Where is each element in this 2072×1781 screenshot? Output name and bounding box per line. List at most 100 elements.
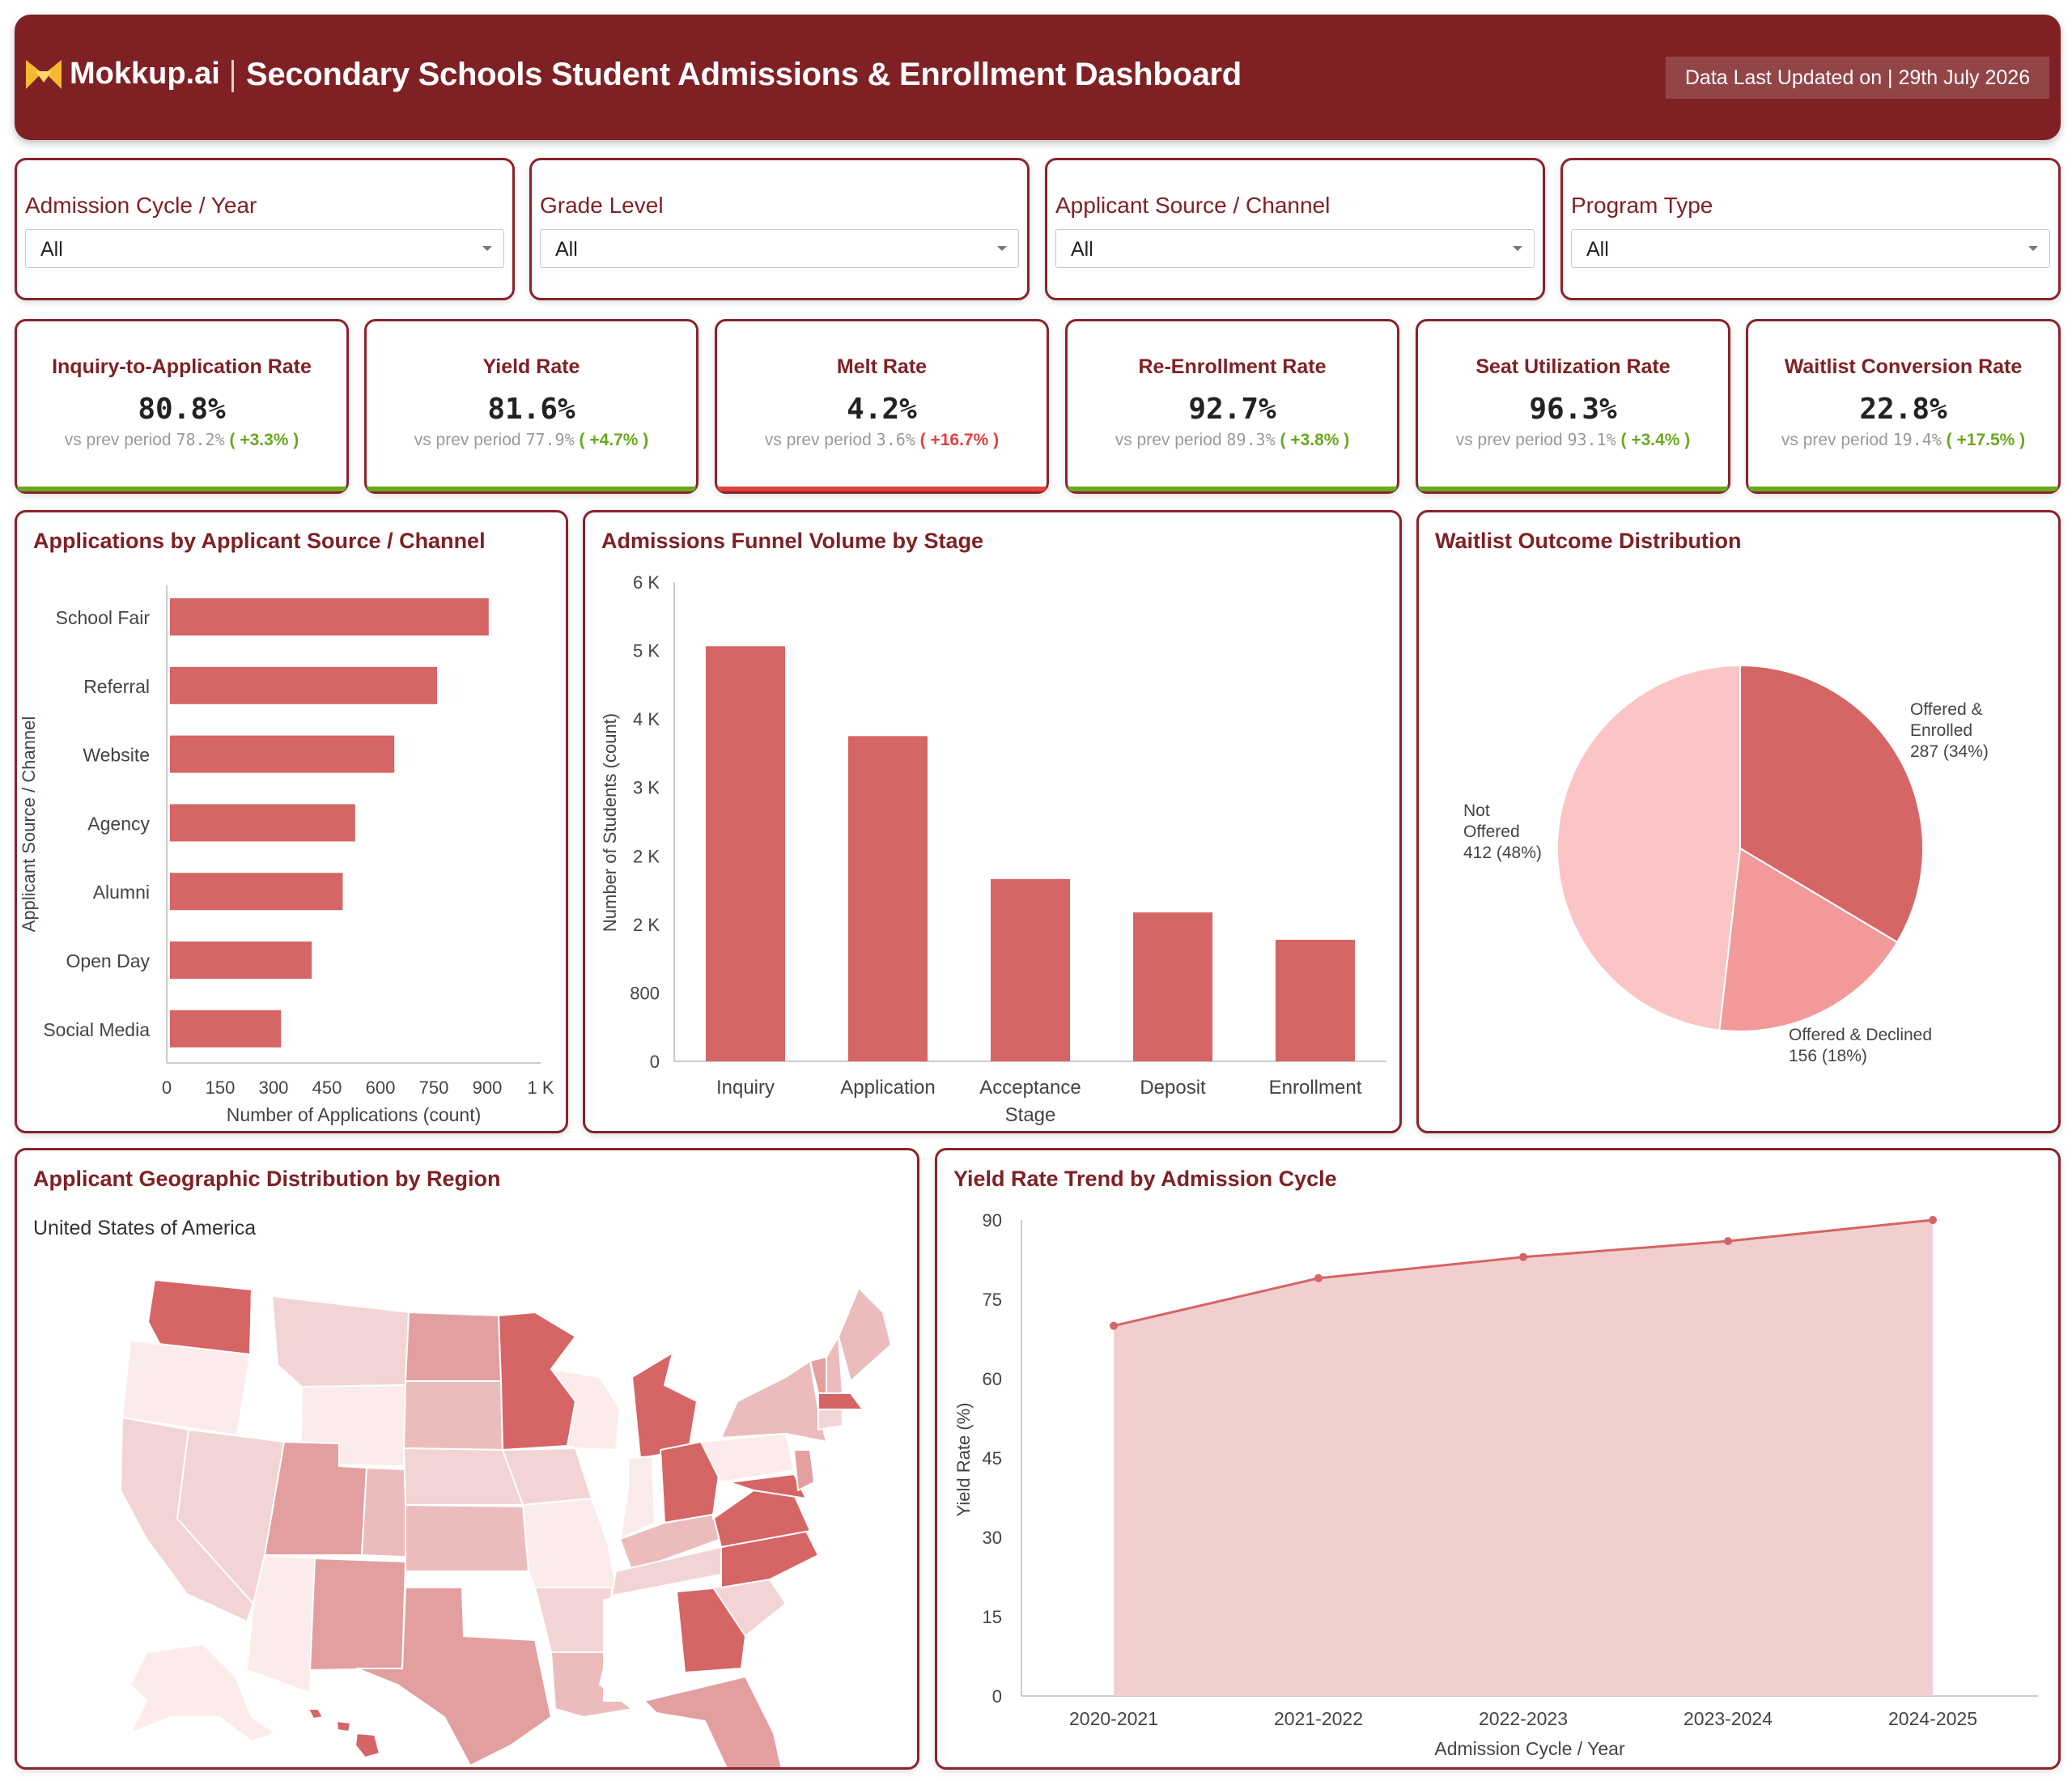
- pie-slice: [1718, 847, 1899, 1032]
- kpi-seat-utilization-rate: Seat Utilization Rate 96.3% vs prev peri…: [1416, 319, 1730, 494]
- x-tick-label: 2022-2023: [1479, 1708, 1568, 1729]
- chart-title: Applications by Applicant Source / Chann…: [33, 529, 486, 553]
- y-tick-label: 90: [983, 1210, 1002, 1231]
- data-point: [1519, 1252, 1527, 1261]
- state-massachusetts: [817, 1392, 864, 1410]
- kpi-value: 80.8%: [138, 393, 226, 426]
- kpi-comparison: vs prev period 3.6% ( +16.7% ): [717, 430, 1047, 450]
- source-bar-chart: School Fair Referral Website Agency Alumni Op…: [19, 585, 554, 1125]
- yield-chart-card: Yield Rate Trend by Admission Cycle 0 15 3…: [935, 1148, 2061, 1770]
- slice-label: Offered &: [1910, 700, 1983, 719]
- kpi-comparison: vs prev period 78.2% ( +3.3% ): [17, 430, 346, 450]
- y-axis-title: Applicant Source / Channel: [19, 716, 39, 933]
- state-arkansas: [534, 1587, 613, 1653]
- state-texas: [356, 1587, 552, 1766]
- x-tick-label: 2023-2024: [1684, 1708, 1773, 1729]
- x-tick-label: 450: [312, 1078, 342, 1098]
- state-maine: [838, 1287, 892, 1382]
- chart-title: Applicant Geographic Distribution by Reg…: [33, 1167, 501, 1191]
- chart-title: Admissions Funnel Volume by Stage: [601, 529, 984, 553]
- kpi-status-bar: [367, 487, 696, 491]
- program-type-select[interactable]: All: [1571, 229, 2050, 268]
- x-tick-label: 2021-2022: [1274, 1708, 1363, 1729]
- bar: [1133, 912, 1212, 1061]
- x-tick-label: 900: [473, 1078, 503, 1098]
- state-ohio: [660, 1441, 722, 1524]
- bar: [991, 878, 1070, 1061]
- kpi-comparison-prefix: vs prev period: [1455, 431, 1563, 449]
- chevron-down-icon: [482, 246, 492, 251]
- kpi-title: Yield Rate: [482, 355, 580, 378]
- filter-label: Grade Level: [540, 193, 664, 218]
- y-tick-label: 4 K: [633, 709, 660, 729]
- x-axis-title: Stage: [1005, 1104, 1056, 1126]
- chevron-down-icon: [2028, 246, 2038, 251]
- y-tick-label: 0: [992, 1686, 1002, 1707]
- y-axis-title: Number of Students (count): [600, 713, 620, 932]
- kpi-comparison: vs prev period 19.4% ( +17.5% ): [1748, 430, 2058, 450]
- kpi-status-bar: [717, 487, 1047, 491]
- yield-area-chart: 0 15 30 45 60 75 90 2020-2021 2021-2022 2022-2023…: [953, 1210, 2038, 1759]
- x-axis-title: Admission Cycle / Year: [1434, 1738, 1625, 1759]
- y-tick-label: 0: [650, 1052, 660, 1072]
- bar: [1276, 939, 1355, 1061]
- y-tick-label: 6 K: [633, 572, 660, 593]
- slice-label: 156 (18%): [1789, 1047, 1867, 1065]
- category-label: Referral: [83, 676, 150, 697]
- state-new-york: [720, 1360, 827, 1443]
- chart-title: Yield Rate Trend by Admission Cycle: [953, 1167, 1337, 1191]
- kpi-status-bar: [1748, 487, 2058, 491]
- data-point: [1929, 1216, 1937, 1224]
- funnel-chart-card: Admissions Funnel Volume by Stage 0 800 2 …: [583, 510, 1402, 1133]
- kpi-title: Seat Utilization Rate: [1475, 355, 1671, 378]
- select-value: All: [1586, 238, 1609, 261]
- kpi-yield-rate: Yield Rate 81.6% vs prev period 77.9% ( …: [364, 319, 698, 494]
- state-arizona: [246, 1554, 316, 1694]
- x-tick-label: 1 K: [527, 1078, 554, 1098]
- y-tick-label: 15: [983, 1607, 1002, 1627]
- kpi-previous-value: 77.9%: [525, 430, 575, 449]
- kpi-delta: ( +4.7% ): [579, 431, 649, 449]
- x-tick-label: 2020-2021: [1069, 1708, 1158, 1729]
- select-value: All: [555, 238, 578, 261]
- data-point: [1110, 1321, 1118, 1330]
- category-label: Social Media: [43, 1019, 150, 1040]
- state-florida: [643, 1676, 783, 1767]
- y-tick-label: 45: [983, 1448, 1002, 1469]
- grade-level-select[interactable]: All: [540, 229, 1019, 268]
- y-tick-label: 5 K: [633, 641, 660, 661]
- state-connecticut: [817, 1409, 843, 1430]
- x-tick-label: Enrollment: [1269, 1077, 1362, 1099]
- slice-label: 287 (34%): [1910, 742, 1989, 761]
- bar: [170, 598, 489, 635]
- y-tick-label: 2 K: [633, 846, 660, 866]
- kpi-value: 96.3%: [1529, 393, 1617, 426]
- kpi-status-bar: [17, 487, 346, 491]
- state-south-dakota: [403, 1380, 503, 1451]
- waitlist-pie-chart: Offered & Enrolled 287 (34%) Offered & Decl…: [1463, 664, 1989, 1065]
- source-chart-card: Applications by Applicant Source / Chann…: [15, 510, 568, 1133]
- admission-cycle-select[interactable]: All: [25, 229, 504, 268]
- state-alaska: [130, 1643, 277, 1742]
- funnel-bar-chart: 0 800 2 K 2 K 3 K 4 K 5 K 6 K Inquiry Application…: [600, 572, 1386, 1126]
- kpi-comparison: vs prev period 89.3% ( +3.8% ): [1068, 430, 1397, 450]
- applicant-source-select[interactable]: All: [1055, 229, 1535, 268]
- kpi-status-bar: [1418, 487, 1728, 491]
- data-point: [1724, 1237, 1732, 1246]
- kpi-title: Waitlist Conversion Rate: [1784, 355, 2023, 378]
- y-tick-label: 3 K: [633, 778, 660, 798]
- slice-label: 412 (48%): [1463, 844, 1542, 862]
- x-axis-title: Number of Applications (count): [227, 1104, 482, 1125]
- kpi-title: Inquiry-to-Application Rate: [52, 355, 312, 378]
- x-tick-label: Acceptance: [979, 1077, 1081, 1099]
- pie-slice: [1556, 664, 1741, 1031]
- kpi-status-bar: [1068, 487, 1397, 491]
- kpi-previous-value: 93.1%: [1567, 430, 1616, 449]
- kpi-value: 92.7%: [1188, 393, 1276, 426]
- bar: [706, 646, 785, 1061]
- bar: [848, 736, 928, 1061]
- category-label: Website: [83, 745, 150, 766]
- kpi-value: 4.2%: [847, 393, 917, 426]
- state-hawaii-big-island: [355, 1732, 380, 1758]
- kpi-previous-value: 19.4%: [1892, 430, 1942, 449]
